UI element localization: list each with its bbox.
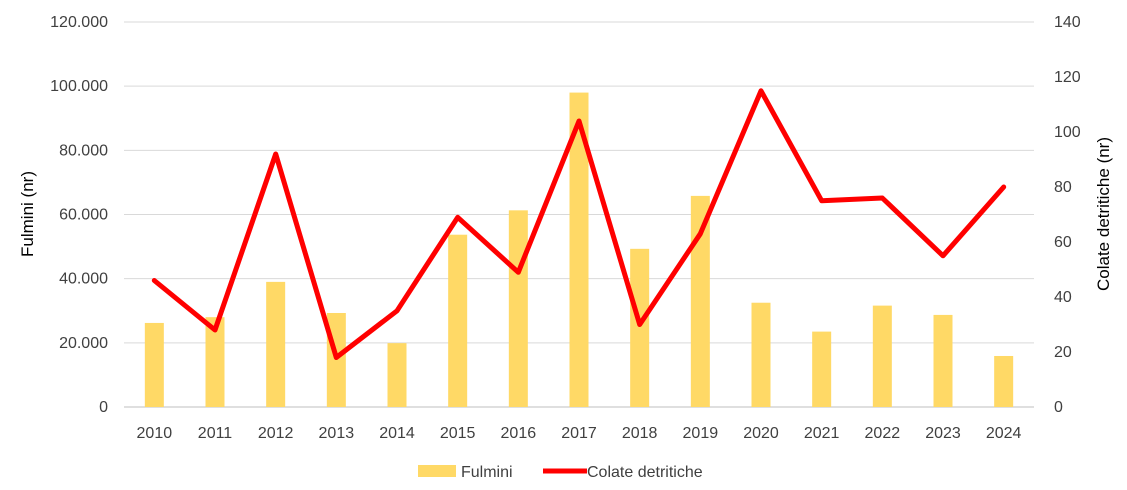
bar-series xyxy=(144,92,1014,407)
right-axis-tick-label: 40 xyxy=(1054,289,1072,306)
bar xyxy=(569,92,589,407)
x-axis-tick-label: 2024 xyxy=(986,425,1022,442)
x-axis-ticks: 2010 2011 2012 2013 2014 2015 2016 2017 2018 2019… xyxy=(137,425,1022,442)
x-axis-tick-label: 2012 xyxy=(258,425,294,442)
bar xyxy=(812,331,832,407)
line-series xyxy=(151,88,1007,360)
x-axis-tick-label: 2020 xyxy=(743,425,779,442)
x-axis-tick-label: 2023 xyxy=(925,425,961,442)
x-axis-tick-label: 2021 xyxy=(804,425,840,442)
x-axis-tick-label: 2015 xyxy=(440,425,476,442)
left-axis-ticks: 0 20.000 40.000 60.000 80.000 100.000 120.000 xyxy=(50,14,108,416)
left-axis-tick-label: 20.000 xyxy=(59,335,108,352)
right-axis-tick-label: 60 xyxy=(1054,234,1072,251)
left-axis-tick-label: 0 xyxy=(99,399,108,416)
bar xyxy=(751,302,771,407)
x-axis-tick-label: 2016 xyxy=(501,425,537,442)
bar xyxy=(690,195,710,407)
right-axis-tick-label: 0 xyxy=(1054,399,1063,416)
right-axis-tick-label: 100 xyxy=(1054,124,1081,141)
bar xyxy=(933,314,953,407)
x-axis-tick-label: 2010 xyxy=(137,425,173,442)
series-line xyxy=(151,88,1007,360)
left-axis-tick-label: 40.000 xyxy=(59,271,108,288)
left-axis-title: Fulmini (nr) xyxy=(18,171,37,257)
bar xyxy=(144,322,164,407)
bar xyxy=(266,281,286,407)
x-axis-tick-label: 2022 xyxy=(865,425,901,442)
right-axis-tick-label: 120 xyxy=(1054,69,1081,86)
left-axis-tick-label: 60.000 xyxy=(59,207,108,224)
x-axis-tick-label: 2019 xyxy=(683,425,719,442)
bar xyxy=(994,355,1014,407)
x-axis-tick-label: 2011 xyxy=(198,425,233,442)
x-axis-tick-label: 2017 xyxy=(561,425,597,442)
legend-label-colate: Colate detritiche xyxy=(587,464,703,481)
right-axis-tick-label: 140 xyxy=(1054,14,1081,31)
right-axis-tick-label: 20 xyxy=(1054,344,1072,361)
left-axis-tick-label: 80.000 xyxy=(59,142,108,159)
bar xyxy=(448,234,468,407)
right-axis-tick-label: 80 xyxy=(1054,179,1072,196)
bar xyxy=(630,248,650,407)
legend-label-fulmini: Fulmini xyxy=(461,464,513,481)
legend-swatch-fulmini xyxy=(418,465,456,477)
right-axis-title: Colate detritiche (nr) xyxy=(1094,137,1113,291)
bar xyxy=(508,210,528,407)
legend: Fulmini Colate detritiche xyxy=(418,464,703,481)
right-axis-ticks: 0 20 40 60 80 100 120 140 xyxy=(1054,14,1081,416)
x-axis-tick-label: 2014 xyxy=(379,425,415,442)
bar xyxy=(387,343,407,407)
bar xyxy=(872,305,892,407)
x-axis-tick-label: 2013 xyxy=(319,425,355,442)
left-axis-tick-label: 100.000 xyxy=(50,78,108,95)
bar xyxy=(205,317,225,407)
x-axis-tick-label: 2018 xyxy=(622,425,658,442)
left-axis-tick-label: 120.000 xyxy=(50,14,108,31)
